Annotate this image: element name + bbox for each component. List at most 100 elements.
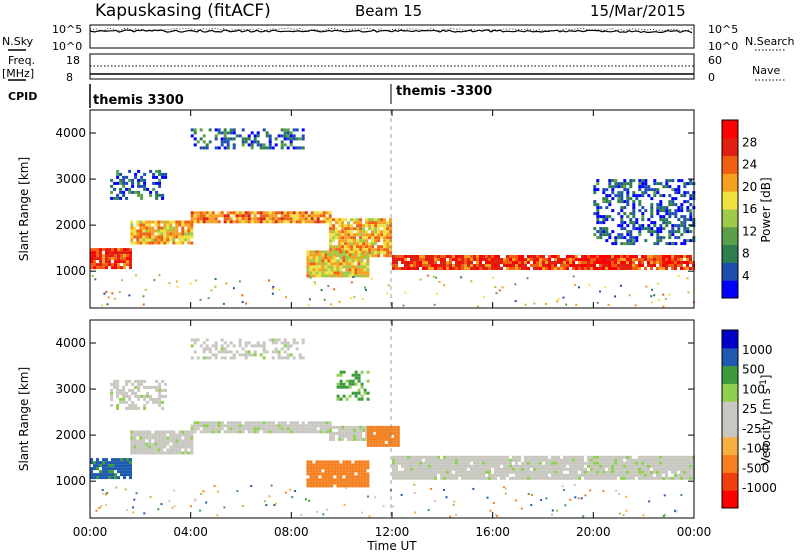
power-cell bbox=[94, 278, 97, 281]
power-cell bbox=[345, 271, 349, 275]
velocity-cell bbox=[214, 430, 218, 434]
power-cell bbox=[362, 233, 366, 237]
velocity-cell bbox=[494, 513, 497, 516]
power-cell bbox=[668, 261, 671, 264]
velocity-cell bbox=[333, 472, 337, 476]
velocity-cell bbox=[632, 464, 635, 468]
velocity-cell bbox=[125, 400, 129, 404]
cpid-row: CPID themis 3300 themis -3300 bbox=[8, 84, 492, 108]
power-ytick-label: 2000 bbox=[55, 218, 86, 232]
velocity-cell bbox=[265, 350, 269, 354]
power-cell bbox=[544, 302, 547, 305]
power-cell bbox=[395, 261, 398, 264]
velocity-cell bbox=[497, 455, 500, 459]
velocity-cell bbox=[155, 400, 159, 404]
power-cell bbox=[659, 194, 663, 198]
power-cell bbox=[437, 267, 440, 270]
power-cell bbox=[368, 254, 372, 258]
velocity-cell bbox=[357, 475, 361, 479]
velocity-colorbar-swatch bbox=[722, 454, 738, 473]
power-cell bbox=[473, 264, 476, 267]
power-cell bbox=[482, 296, 485, 298]
velocity-cell bbox=[120, 470, 123, 474]
power-cell bbox=[160, 232, 164, 236]
power-cell bbox=[380, 224, 384, 228]
power-cell bbox=[686, 209, 690, 213]
velocity-cell bbox=[348, 466, 352, 470]
velocity-cell bbox=[449, 470, 452, 474]
power-cell bbox=[677, 188, 681, 192]
velocity-cell bbox=[324, 481, 328, 485]
velocity-cell bbox=[596, 455, 599, 459]
velocity-cell bbox=[312, 478, 316, 482]
power-cell bbox=[336, 262, 340, 266]
velocity-cell bbox=[360, 475, 364, 479]
velocity-cell bbox=[190, 436, 194, 440]
power-cell bbox=[617, 200, 621, 204]
velocity-cell bbox=[470, 473, 473, 477]
velocity-cell bbox=[384, 437, 388, 441]
velocity-cell bbox=[620, 461, 623, 465]
velocity-cell bbox=[307, 424, 311, 428]
velocity-cell bbox=[455, 467, 458, 471]
velocity-cell bbox=[319, 430, 323, 434]
power-cell bbox=[268, 137, 272, 141]
velocity-cell bbox=[333, 463, 337, 467]
velocity-cell bbox=[173, 489, 176, 492]
power-cell bbox=[314, 283, 317, 286]
power-cell bbox=[223, 214, 227, 218]
velocity-cell bbox=[587, 464, 590, 468]
power-cell bbox=[335, 236, 339, 240]
power-cell bbox=[312, 268, 316, 272]
velocity-cell bbox=[366, 431, 370, 435]
power-cell bbox=[371, 221, 375, 225]
power-cell bbox=[602, 227, 606, 231]
velocity-cell bbox=[593, 467, 596, 471]
velocity-cell bbox=[232, 356, 236, 360]
velocity-cell bbox=[214, 341, 218, 345]
velocity-cell bbox=[145, 451, 149, 455]
power-cell bbox=[313, 281, 316, 284]
velocity-cell bbox=[348, 460, 352, 464]
power-cell bbox=[608, 236, 612, 240]
velocity-cell bbox=[363, 388, 367, 392]
velocity-cell bbox=[292, 430, 296, 434]
power-cell bbox=[377, 230, 381, 234]
power-cell bbox=[196, 220, 200, 224]
power-cell bbox=[283, 134, 287, 138]
velocity-cell bbox=[524, 473, 527, 477]
power-cell bbox=[455, 267, 458, 270]
velocity-cell bbox=[325, 427, 329, 431]
power-cell bbox=[665, 255, 668, 258]
velocity-cell bbox=[158, 400, 162, 404]
velocity-cell bbox=[172, 436, 176, 440]
power-echo-band bbox=[593, 179, 696, 246]
power-cell bbox=[503, 258, 506, 261]
power-cell bbox=[259, 143, 263, 147]
velocity-cell bbox=[452, 476, 455, 480]
velocity-cell bbox=[175, 433, 179, 437]
velocity-cell bbox=[120, 473, 123, 477]
velocity-cell bbox=[575, 470, 578, 474]
power-cell bbox=[626, 182, 630, 186]
power-cell bbox=[172, 220, 176, 224]
velocity-cell bbox=[440, 467, 443, 471]
power-cell bbox=[205, 211, 209, 215]
velocity-cell bbox=[504, 492, 507, 495]
velocity-cell bbox=[461, 461, 464, 465]
velocity-cell bbox=[90, 467, 93, 471]
velocity-cell bbox=[309, 481, 313, 485]
power-cell bbox=[329, 239, 333, 243]
power-cell bbox=[686, 277, 689, 280]
velocity-cell bbox=[286, 427, 290, 431]
power-cell bbox=[232, 211, 236, 215]
velocity-cell bbox=[211, 430, 215, 434]
power-cell bbox=[440, 255, 443, 258]
velocity-cell bbox=[496, 515, 499, 517]
power-cell bbox=[172, 238, 176, 242]
power-cell bbox=[458, 258, 461, 261]
velocity-cell bbox=[443, 489, 445, 491]
velocity-cell bbox=[324, 466, 328, 470]
velocity-cell bbox=[455, 470, 458, 474]
velocity-cell bbox=[551, 461, 554, 465]
